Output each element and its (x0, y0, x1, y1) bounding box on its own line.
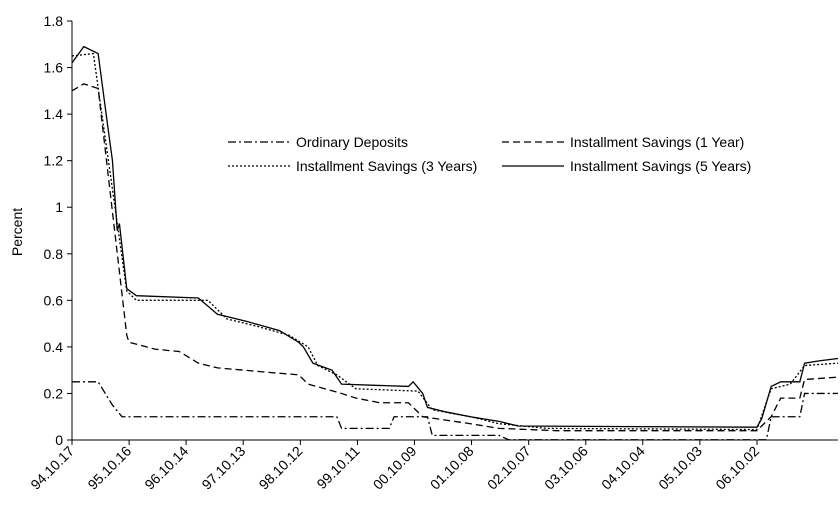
x-tick-label: 96.10.14 (141, 443, 191, 493)
series-line (72, 381, 838, 441)
x-tick-label: 04.10.04 (598, 443, 648, 493)
x-tick-label: 06.10.02 (712, 443, 762, 493)
x-tick-label: 03.10.06 (541, 443, 591, 493)
x-tick-label: 05.10.03 (655, 443, 705, 493)
legend-label: Installment Savings (3 Years) (296, 158, 477, 174)
y-tick-label: 0.8 (44, 246, 64, 262)
legend-label: Ordinary Deposits (296, 134, 408, 150)
y-tick-label: 0 (55, 432, 63, 448)
y-tick-label: 0.2 (44, 385, 64, 401)
x-tick-label: 98.10.12 (256, 443, 306, 493)
y-tick-label: 0.4 (44, 339, 64, 355)
y-tick-label: 1.4 (44, 106, 64, 122)
y-tick-label: 1 (55, 199, 63, 215)
series-line (71, 52, 839, 431)
y-tick-label: 0.6 (44, 292, 64, 308)
y-axis-label: Percent (9, 208, 25, 256)
series-line (71, 45, 839, 428)
series-line (71, 83, 839, 432)
x-tick-label: 00.10.09 (370, 443, 420, 493)
x-tick-label: 95.10.16 (84, 443, 134, 493)
x-tick-label: 02.10.07 (484, 443, 534, 493)
y-tick-label: 1.2 (44, 153, 64, 169)
legend-label: Installment Savings (5 Years) (570, 158, 751, 174)
x-tick-label: 01.10.08 (427, 443, 477, 493)
legend-label: Installment Savings (1 Year) (570, 134, 744, 150)
x-tick-label: 94.10.17 (27, 443, 77, 493)
y-tick-label: 1.8 (44, 13, 64, 29)
x-tick-label: 97.10.13 (198, 443, 248, 493)
y-tick-label: 1.6 (44, 60, 64, 76)
x-tick-label: 99.10.11 (313, 443, 362, 492)
